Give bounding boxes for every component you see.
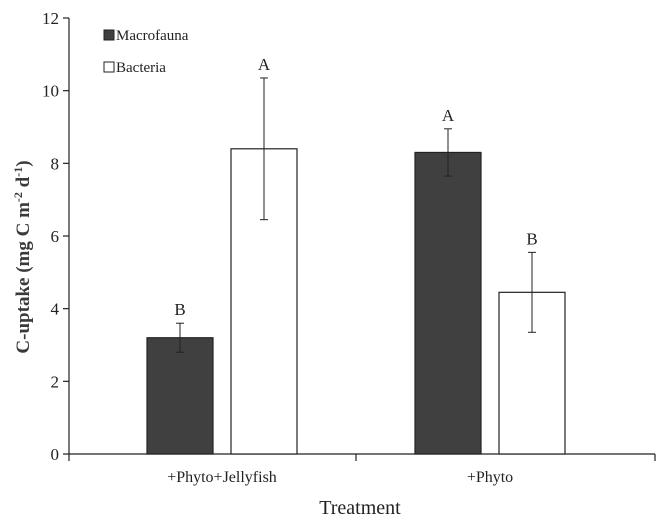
y-axis-title-exp: -1	[11, 167, 25, 177]
y-tick-label: 0	[51, 445, 60, 464]
significance-label: B	[526, 229, 537, 248]
y-tick-label: 2	[51, 372, 60, 391]
x-category-label: +Phyto+Jellyfish	[167, 469, 277, 486]
legend: Macrofauna Bacteria	[103, 28, 189, 76]
y-axis-title: C-uptake (mg C m-2 d-1)	[11, 160, 34, 353]
bar	[146, 337, 214, 455]
y-tick-label: 8	[51, 154, 60, 173]
y-axis-title-part: )	[13, 160, 34, 166]
bar	[414, 151, 482, 455]
legend-swatch	[103, 61, 115, 73]
legend-label: Bacteria	[116, 60, 166, 76]
significance-label: A	[442, 106, 455, 125]
y-axis-title-exp: -2	[11, 192, 25, 202]
x-axis-title: Treatment	[319, 497, 401, 519]
y-tick-label: 10	[42, 82, 59, 101]
y-tick-label: 4	[51, 300, 60, 319]
legend-swatch	[103, 29, 115, 41]
y-tick-label: 6	[51, 227, 60, 246]
svg-text:C-uptake (mg C m-2 d-1): C-uptake (mg C m-2 d-1)	[11, 160, 34, 353]
significance-label: A	[258, 55, 271, 74]
y-tick-label: 12	[42, 9, 59, 28]
x-category-label: +Phyto	[467, 469, 513, 486]
plot-area: 0 2 4 6 8 10 12 +Phyto+Jellyfish +Phyto B A A B	[42, 9, 656, 486]
y-axis-title-part: d	[13, 176, 34, 192]
y-axis-title-part: C-uptake (mg C m	[13, 202, 34, 354]
significance-label: B	[174, 300, 185, 319]
legend-label: Macrofauna	[116, 28, 189, 44]
